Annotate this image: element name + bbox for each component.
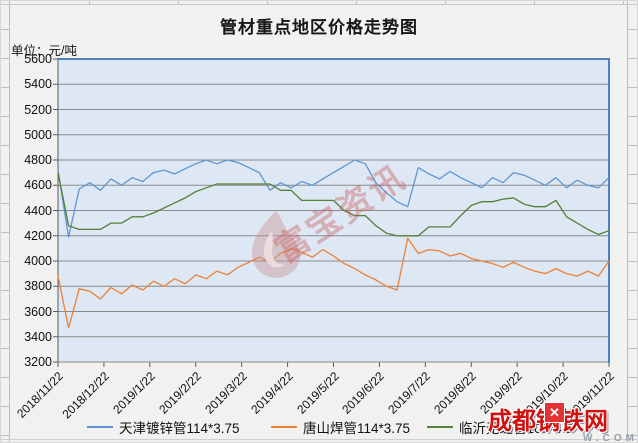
legend-label: 天津镀锌管114*3.75 xyxy=(119,421,240,436)
legend-label: 临沂无缝管108*4.5 xyxy=(459,421,574,436)
legend: 天津镀锌管114*3.75 唐山焊管114*3.75 临沂无缝管108*4.5 xyxy=(1,417,637,439)
y-axis-label: 3600 xyxy=(24,304,52,319)
y-axis-label: 3800 xyxy=(24,279,52,294)
site-logo-domain: W.COM xyxy=(583,433,638,443)
y-axis-label: 5600 xyxy=(24,52,52,66)
series-line xyxy=(57,159,610,238)
legend-item-linyi: 临沂无缝管108*4.5 xyxy=(427,417,573,437)
y-axis-label: 5400 xyxy=(24,77,52,92)
y-axis-label: 4200 xyxy=(24,228,52,243)
y-axis-label: 4400 xyxy=(24,203,52,218)
y-axis-label: 3200 xyxy=(24,355,52,369)
y-axis-unit-label: 单位：元/吨 xyxy=(11,44,77,58)
y-axis-label: 5000 xyxy=(24,127,52,142)
y-axis-label: 4600 xyxy=(24,178,52,193)
legend-line-blue xyxy=(87,426,113,428)
legend-item-tianjin: 天津镀锌管114*3.75 xyxy=(87,417,240,437)
chart-title: 管材重点地区价格走势图 xyxy=(220,18,418,37)
broken-image-x-icon: ✕ xyxy=(544,402,565,423)
legend-line-orange xyxy=(271,426,297,428)
page-grid-left xyxy=(1,1,10,442)
series-line xyxy=(57,237,610,329)
y-axis-label: 5200 xyxy=(24,102,52,117)
page-grid-bottom xyxy=(1,439,637,442)
y-axis-label: 4000 xyxy=(24,254,52,268)
site-logo: 成都钢铁网 W.COM ✕ xyxy=(488,401,637,442)
series-line xyxy=(57,172,610,237)
page-grid-right xyxy=(627,1,637,442)
legend-line-green xyxy=(427,426,453,428)
legend-label: 唐山焊管114*3.75 xyxy=(303,421,411,436)
y-axis-label: 3400 xyxy=(24,329,52,344)
page-grid-top xyxy=(1,1,637,5)
y-axis-label: 4800 xyxy=(24,153,52,167)
legend-item-tangshan: 唐山焊管114*3.75 xyxy=(271,417,410,437)
